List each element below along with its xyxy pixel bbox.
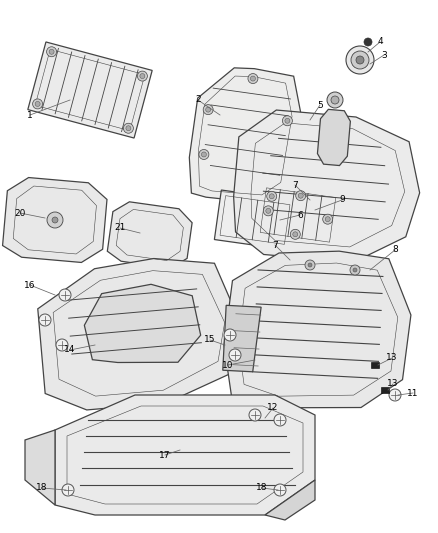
Text: 8: 8	[392, 246, 398, 254]
Circle shape	[206, 107, 211, 112]
Text: 2: 2	[195, 95, 201, 104]
Text: 7: 7	[272, 240, 278, 249]
Circle shape	[201, 152, 206, 157]
Polygon shape	[224, 251, 411, 408]
Text: 9: 9	[339, 196, 345, 205]
Circle shape	[364, 38, 372, 46]
Bar	[371, 362, 379, 368]
Circle shape	[251, 76, 255, 81]
Polygon shape	[318, 109, 350, 166]
Circle shape	[267, 191, 277, 201]
Circle shape	[49, 49, 54, 54]
Text: 16: 16	[24, 280, 36, 289]
Circle shape	[305, 260, 315, 270]
Text: 15: 15	[204, 335, 216, 344]
Circle shape	[140, 74, 145, 78]
Circle shape	[296, 191, 306, 201]
Circle shape	[290, 229, 300, 239]
Text: 13: 13	[387, 379, 399, 389]
Polygon shape	[55, 395, 315, 515]
Text: 5: 5	[317, 101, 323, 109]
Text: 4: 4	[377, 37, 383, 46]
Circle shape	[266, 208, 271, 213]
Polygon shape	[85, 284, 201, 362]
Circle shape	[350, 265, 360, 275]
Circle shape	[283, 116, 293, 126]
Circle shape	[59, 289, 71, 301]
Polygon shape	[107, 202, 192, 268]
Circle shape	[203, 104, 213, 115]
Circle shape	[39, 314, 51, 326]
Polygon shape	[25, 430, 55, 505]
Circle shape	[323, 214, 333, 224]
Text: 20: 20	[14, 208, 26, 217]
Polygon shape	[214, 190, 296, 250]
Polygon shape	[223, 305, 261, 372]
Circle shape	[356, 56, 364, 64]
Circle shape	[62, 484, 74, 496]
Polygon shape	[254, 182, 342, 248]
Circle shape	[308, 263, 312, 267]
Text: 6: 6	[297, 211, 303, 220]
Circle shape	[285, 118, 290, 123]
Circle shape	[47, 212, 63, 228]
Circle shape	[56, 339, 68, 351]
Text: 7: 7	[292, 181, 298, 190]
Circle shape	[248, 74, 258, 84]
Polygon shape	[3, 177, 107, 262]
Text: 3: 3	[381, 51, 387, 60]
Circle shape	[298, 193, 303, 198]
Polygon shape	[38, 259, 240, 410]
Text: 17: 17	[159, 450, 171, 459]
Circle shape	[249, 409, 261, 421]
Circle shape	[269, 194, 274, 199]
Circle shape	[229, 349, 241, 361]
Text: 21: 21	[114, 223, 126, 232]
Circle shape	[52, 217, 58, 223]
Circle shape	[274, 484, 286, 496]
Circle shape	[46, 47, 57, 56]
Circle shape	[138, 71, 147, 81]
Circle shape	[35, 101, 40, 107]
Polygon shape	[233, 110, 420, 262]
Circle shape	[327, 92, 343, 108]
Text: 12: 12	[267, 403, 279, 413]
Circle shape	[274, 414, 286, 426]
Polygon shape	[189, 68, 300, 204]
Text: 14: 14	[64, 345, 76, 354]
Circle shape	[353, 268, 357, 272]
Circle shape	[126, 126, 131, 131]
Circle shape	[199, 149, 209, 159]
Text: 18: 18	[256, 483, 268, 492]
Circle shape	[325, 217, 330, 222]
Polygon shape	[28, 42, 152, 138]
Bar	[381, 387, 389, 393]
Text: 11: 11	[407, 389, 419, 398]
Circle shape	[331, 96, 339, 104]
Circle shape	[346, 46, 374, 74]
Text: 10: 10	[222, 360, 234, 369]
Circle shape	[263, 206, 273, 216]
Circle shape	[351, 51, 369, 69]
Circle shape	[224, 329, 236, 341]
Circle shape	[124, 123, 134, 133]
Text: 1: 1	[27, 110, 33, 119]
Circle shape	[389, 389, 401, 401]
Polygon shape	[265, 480, 315, 520]
Circle shape	[293, 232, 298, 237]
Text: 13: 13	[386, 353, 398, 362]
Circle shape	[32, 99, 42, 109]
Text: 18: 18	[36, 483, 48, 492]
